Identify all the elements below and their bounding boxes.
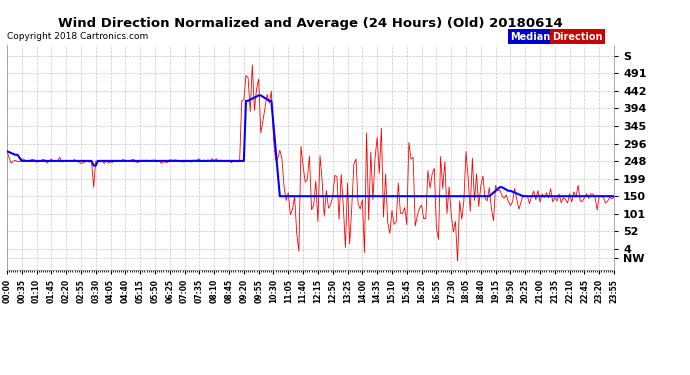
Text: Direction: Direction [552, 32, 602, 42]
Text: Median: Median [511, 32, 551, 42]
Text: Wind Direction Normalized and Average (24 Hours) (Old) 20180614: Wind Direction Normalized and Average (2… [58, 17, 563, 30]
Text: Copyright 2018 Cartronics.com: Copyright 2018 Cartronics.com [7, 32, 148, 41]
